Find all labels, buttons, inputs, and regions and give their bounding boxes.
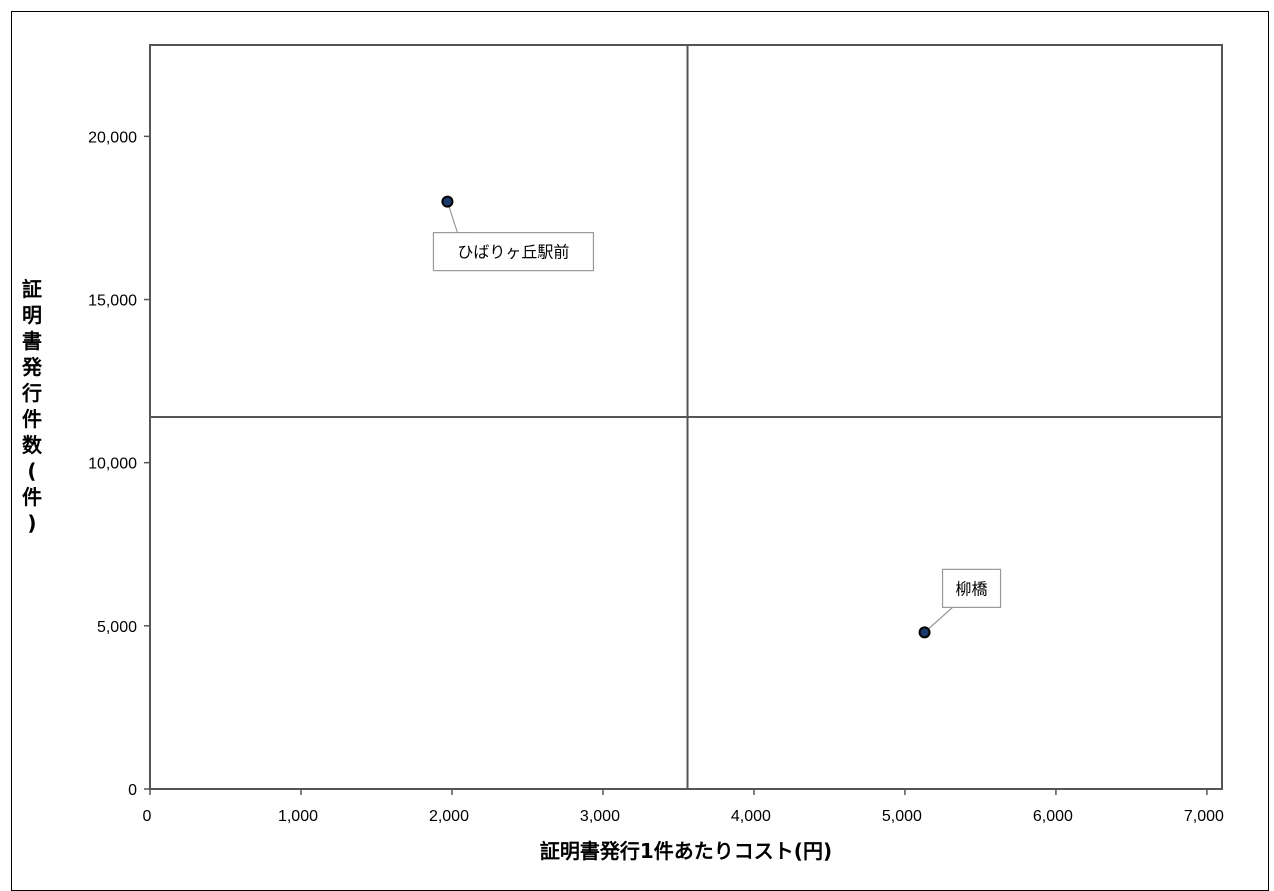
- callout-leader: [925, 607, 967, 632]
- x-tick-label: 7,000: [1184, 808, 1224, 825]
- y-axis-title-char: 書: [22, 329, 42, 353]
- x-tick-label: 5,000: [882, 808, 922, 825]
- x-tick-label: 1,000: [278, 808, 318, 825]
- data-point: [442, 197, 452, 207]
- y-axis-title-char: 件: [22, 485, 42, 509]
- x-tick-label: 6,000: [1033, 808, 1073, 825]
- plot-area: [150, 45, 1222, 789]
- x-axis-title: 証明書発行1件あたりコスト(円): [540, 839, 832, 863]
- y-axis-title-char: 数: [22, 433, 43, 457]
- x-tick-label: 4,000: [731, 808, 771, 825]
- data-label: 柳橋: [956, 579, 988, 598]
- y-axis-title-char: ): [27, 511, 36, 535]
- data-point: [920, 627, 930, 637]
- y-tick-label: 10,000: [88, 456, 137, 473]
- y-axis-title-char: 証: [22, 277, 42, 301]
- data-label: ひばりヶ丘駅前: [457, 243, 569, 262]
- y-axis-title-char: 行: [21, 381, 42, 405]
- y-axis-title-char: (: [27, 459, 36, 483]
- axis-ticks: 0 1,000 2,000 3,000 4,000 5,000 6,000 7,000 0 5,0…: [88, 129, 1224, 825]
- y-axis-title: 証明書発行件数(件): [21, 277, 43, 535]
- x-tick-label: 3,000: [580, 808, 620, 825]
- y-axis-title-char: 明: [22, 303, 42, 327]
- y-axis-title-char: 件: [22, 407, 42, 431]
- y-tick-label: 15,000: [88, 293, 137, 310]
- x-tick-label: 0: [143, 808, 152, 825]
- y-tick-label: 5,000: [97, 619, 137, 636]
- y-axis-title-char: 発: [21, 355, 43, 379]
- x-tick-label: 2,000: [429, 808, 469, 825]
- y-tick-label: 20,000: [88, 129, 137, 146]
- y-tick-label: 0: [128, 782, 137, 799]
